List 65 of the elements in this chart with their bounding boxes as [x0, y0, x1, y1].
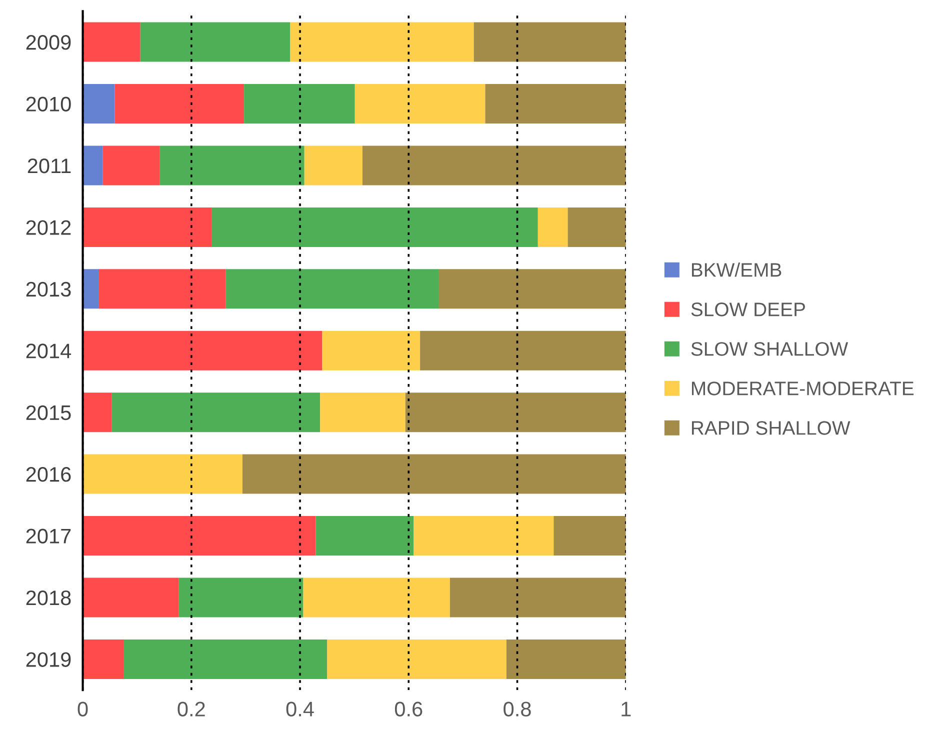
bar: [160, 146, 304, 186]
bar: [405, 392, 626, 432]
y-tick-label: 2016: [26, 467, 71, 482]
bar: [568, 207, 626, 247]
y-tick-label: 2010: [26, 96, 71, 112]
bar: [420, 330, 626, 370]
bar: [82, 392, 112, 432]
x-tick-label: 0.8: [504, 702, 531, 716]
bar: [82, 516, 316, 556]
y-tick-label: 2009: [26, 35, 71, 50]
bar: [211, 207, 538, 247]
bar: [327, 639, 506, 679]
bar: [98, 269, 226, 309]
x-tick-label: 0.4: [286, 702, 314, 716]
bar: [304, 146, 362, 186]
bar: [82, 454, 242, 494]
bar: [316, 516, 414, 556]
bar: [112, 392, 320, 432]
x-tick-label: 0.2: [178, 702, 205, 716]
bar: [102, 146, 160, 186]
bar: [290, 22, 474, 62]
bar: [506, 639, 626, 679]
bar: [244, 84, 355, 124]
y-tick-label: 2012: [26, 220, 71, 235]
legend-label: MODERATE-MODERATE: [692, 382, 914, 396]
bar: [354, 84, 486, 124]
legend-label: SLOW SHALLOW: [691, 342, 848, 356]
legend-label: RAPID SHALLOW: [692, 421, 850, 435]
bar: [414, 516, 554, 556]
bar: [242, 454, 626, 494]
bar: [226, 269, 439, 309]
legend-label: SLOW DEEP: [691, 302, 805, 316]
bar: [82, 269, 99, 309]
y-tick-label: 2011: [28, 158, 71, 174]
y-tick-label: 2019: [26, 652, 71, 667]
y-tick-label: 2013: [26, 282, 71, 297]
y-tick-label: 2015: [26, 405, 71, 420]
bar: [82, 639, 124, 679]
bar: [82, 578, 179, 618]
legend-label: BKW/EMB: [692, 262, 782, 277]
bar: [538, 207, 568, 247]
x-tick-label: 0: [78, 702, 88, 716]
y-tick-label: 2014: [26, 344, 72, 358]
bar: [82, 22, 140, 62]
bar: [320, 392, 406, 432]
bar: [554, 516, 626, 556]
bar: [450, 578, 626, 618]
y-tick-label: 2017: [26, 528, 71, 544]
bar: [438, 269, 626, 309]
bar: [140, 22, 290, 62]
bar: [474, 22, 626, 62]
bar: [362, 146, 626, 186]
x-tick-label: 1: [622, 702, 631, 716]
bar: [82, 207, 212, 247]
y-tick-label: 2018: [26, 590, 71, 606]
bar: [322, 330, 420, 370]
x-tick-label: 0.6: [394, 702, 422, 716]
bar: [114, 84, 244, 124]
bar: [178, 578, 304, 618]
bar: [124, 639, 328, 679]
bar: [82, 84, 115, 124]
bar: [82, 330, 322, 370]
bar: [303, 578, 450, 618]
bar: [82, 146, 103, 186]
bar: [485, 84, 626, 124]
